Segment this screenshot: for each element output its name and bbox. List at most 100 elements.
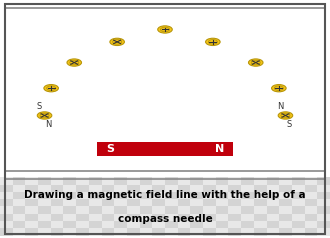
Bar <box>102 192 114 199</box>
Bar <box>63 207 76 214</box>
Bar <box>305 192 317 199</box>
Bar <box>241 177 254 185</box>
Bar <box>254 214 267 221</box>
Bar <box>76 221 89 228</box>
Bar <box>38 199 51 207</box>
Bar <box>203 177 216 185</box>
Bar <box>38 185 51 192</box>
Bar <box>267 192 279 199</box>
Bar <box>0 192 13 199</box>
Bar <box>13 214 25 221</box>
Circle shape <box>206 38 220 45</box>
Bar <box>292 228 305 236</box>
Bar <box>114 221 127 228</box>
Bar <box>102 228 114 236</box>
Bar <box>279 177 292 185</box>
Bar <box>292 214 305 221</box>
Bar <box>165 185 178 192</box>
Bar <box>127 185 140 192</box>
Bar <box>190 177 203 185</box>
Bar <box>63 192 76 199</box>
Bar <box>152 207 165 214</box>
Bar <box>13 199 25 207</box>
Bar <box>114 192 127 199</box>
Bar <box>0 221 13 228</box>
Bar <box>0 228 13 236</box>
Bar <box>25 199 38 207</box>
Bar <box>190 185 203 192</box>
Circle shape <box>248 59 263 66</box>
Bar <box>267 185 279 192</box>
Bar <box>216 192 228 199</box>
Bar <box>228 214 241 221</box>
Bar <box>127 228 140 236</box>
Bar <box>89 207 102 214</box>
Bar <box>89 221 102 228</box>
Bar <box>89 185 102 192</box>
Circle shape <box>278 112 293 119</box>
Bar <box>178 177 190 185</box>
Bar <box>165 207 178 214</box>
Bar <box>127 221 140 228</box>
Bar <box>292 199 305 207</box>
Bar <box>267 214 279 221</box>
Bar <box>140 185 152 192</box>
Bar <box>241 185 254 192</box>
Bar <box>102 221 114 228</box>
Bar <box>140 177 152 185</box>
Bar <box>152 177 165 185</box>
Bar <box>178 199 190 207</box>
Bar <box>190 214 203 221</box>
Bar <box>152 192 165 199</box>
Bar <box>317 214 330 221</box>
Bar <box>279 192 292 199</box>
Bar <box>114 177 127 185</box>
Bar <box>51 228 63 236</box>
Bar <box>216 199 228 207</box>
Bar <box>0 207 13 214</box>
Bar <box>89 214 102 221</box>
Bar <box>267 207 279 214</box>
Bar <box>114 207 127 214</box>
Bar <box>279 207 292 214</box>
Bar <box>152 228 165 236</box>
Bar <box>127 192 140 199</box>
Bar <box>216 228 228 236</box>
Bar <box>292 185 305 192</box>
Bar <box>140 199 152 207</box>
Bar <box>25 192 38 199</box>
Bar <box>0 185 13 192</box>
Bar <box>76 207 89 214</box>
Text: N: N <box>45 120 51 129</box>
Circle shape <box>110 38 124 45</box>
Bar <box>63 185 76 192</box>
Bar <box>152 199 165 207</box>
Bar <box>127 199 140 207</box>
Bar <box>178 228 190 236</box>
Bar <box>228 192 241 199</box>
Bar <box>317 228 330 236</box>
Bar <box>317 192 330 199</box>
Text: compass needle: compass needle <box>117 214 213 224</box>
Bar <box>228 228 241 236</box>
Bar <box>140 207 152 214</box>
Bar <box>76 192 89 199</box>
Bar <box>203 221 216 228</box>
Bar <box>13 207 25 214</box>
Bar <box>292 192 305 199</box>
Bar <box>102 199 114 207</box>
Bar <box>97 142 233 156</box>
Bar <box>102 214 114 221</box>
Bar <box>254 221 267 228</box>
Bar <box>38 228 51 236</box>
Bar <box>203 228 216 236</box>
Bar <box>241 214 254 221</box>
Bar <box>279 214 292 221</box>
Bar <box>279 228 292 236</box>
Bar <box>165 177 178 185</box>
Bar <box>254 192 267 199</box>
Bar <box>305 214 317 221</box>
Bar <box>63 177 76 185</box>
Circle shape <box>37 112 52 119</box>
Bar <box>305 185 317 192</box>
